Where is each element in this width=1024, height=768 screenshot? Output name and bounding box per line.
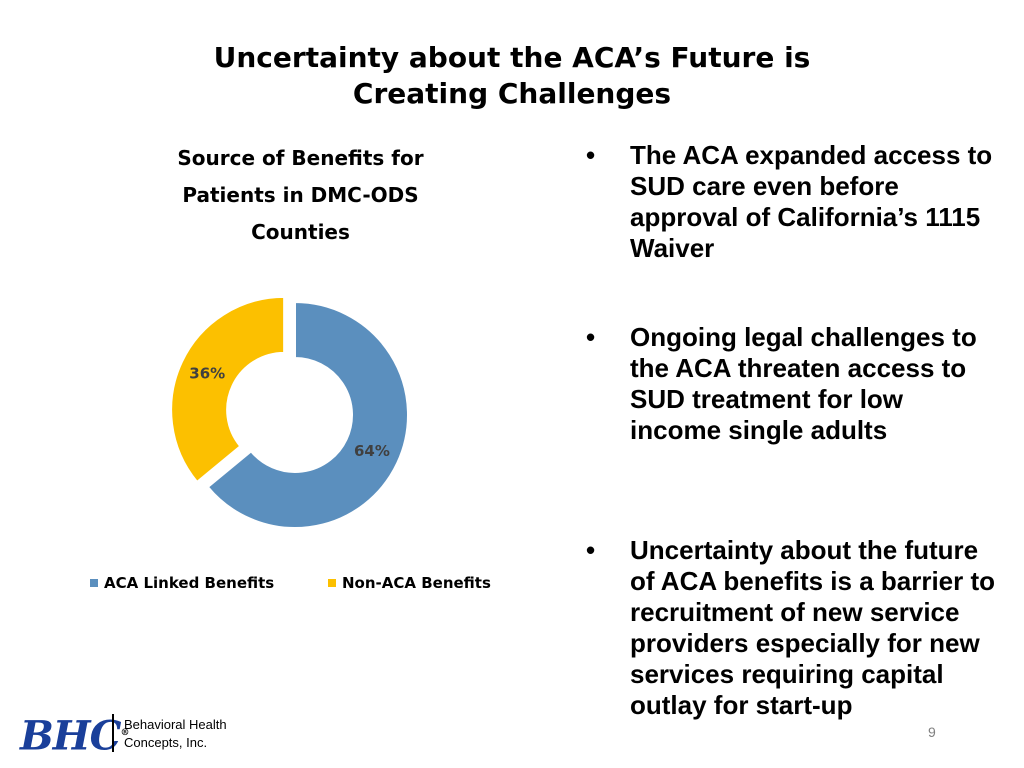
chart-title-line1: Source of Benefits for [177, 146, 424, 170]
company-logo: BHC® Behavioral Health Concepts, Inc. [20, 708, 260, 760]
legend-swatch-aca [90, 579, 98, 587]
bullet-text: Uncertainty about the future of ACA bene… [630, 535, 996, 720]
bullet-text: Ongoing legal challenges to the ACA thre… [630, 322, 977, 445]
legend-swatch-non-aca [328, 579, 336, 587]
logo-company-name: Behavioral Health Concepts, Inc. [124, 716, 227, 752]
bullet-text: The ACA expanded access to SUD care even… [630, 140, 993, 263]
chart-legend: ACA Linked Benefits Non-ACA Benefits [80, 574, 520, 598]
bullet-item: • The ACA expanded access to SUD care ev… [586, 140, 996, 264]
legend-label-non-aca: Non-ACA Benefits [342, 574, 491, 592]
donut-slice-non-aca [170, 295, 286, 484]
logo-line2: Concepts, Inc. [124, 735, 208, 750]
logo-mark: BHC® [20, 708, 129, 761]
slide-title-line1: Uncertainty about the ACA’s Future is [213, 41, 811, 74]
legend-label-aca: ACA Linked Benefits [104, 574, 275, 592]
bullet-item: • Ongoing legal challenges to the ACA th… [586, 322, 996, 446]
bullet-item: • Uncertainty about the future of ACA be… [586, 535, 996, 721]
bullet-symbol: • [586, 322, 596, 352]
chart-title: Source of Benefits for Patients in DMC-O… [128, 140, 473, 251]
data-label-non-aca: 36% [189, 365, 225, 383]
registered-mark: ® [120, 728, 129, 738]
chart-title-line2: Patients in DMC-ODS [182, 183, 419, 207]
donut-slice-aca [206, 300, 409, 529]
donut-chart: 64% 36% [170, 295, 409, 529]
chart-title-line3: Counties [251, 220, 350, 244]
bullet-symbol: • [586, 535, 596, 565]
legend-item-aca: ACA Linked Benefits [90, 574, 274, 592]
logo-mark-text: BHC [20, 712, 121, 760]
slide-title-line2: Creating Challenges [352, 77, 672, 110]
page-number: 9 [928, 724, 936, 740]
data-label-aca: 64% [354, 442, 390, 460]
legend-item-non-aca: Non-ACA Benefits [328, 574, 491, 592]
logo-line1: Behavioral Health [124, 717, 227, 732]
bullet-symbol: • [586, 140, 596, 170]
slide-title: Uncertainty about the ACA’s Future is Cr… [112, 40, 912, 112]
logo-divider [112, 714, 114, 752]
